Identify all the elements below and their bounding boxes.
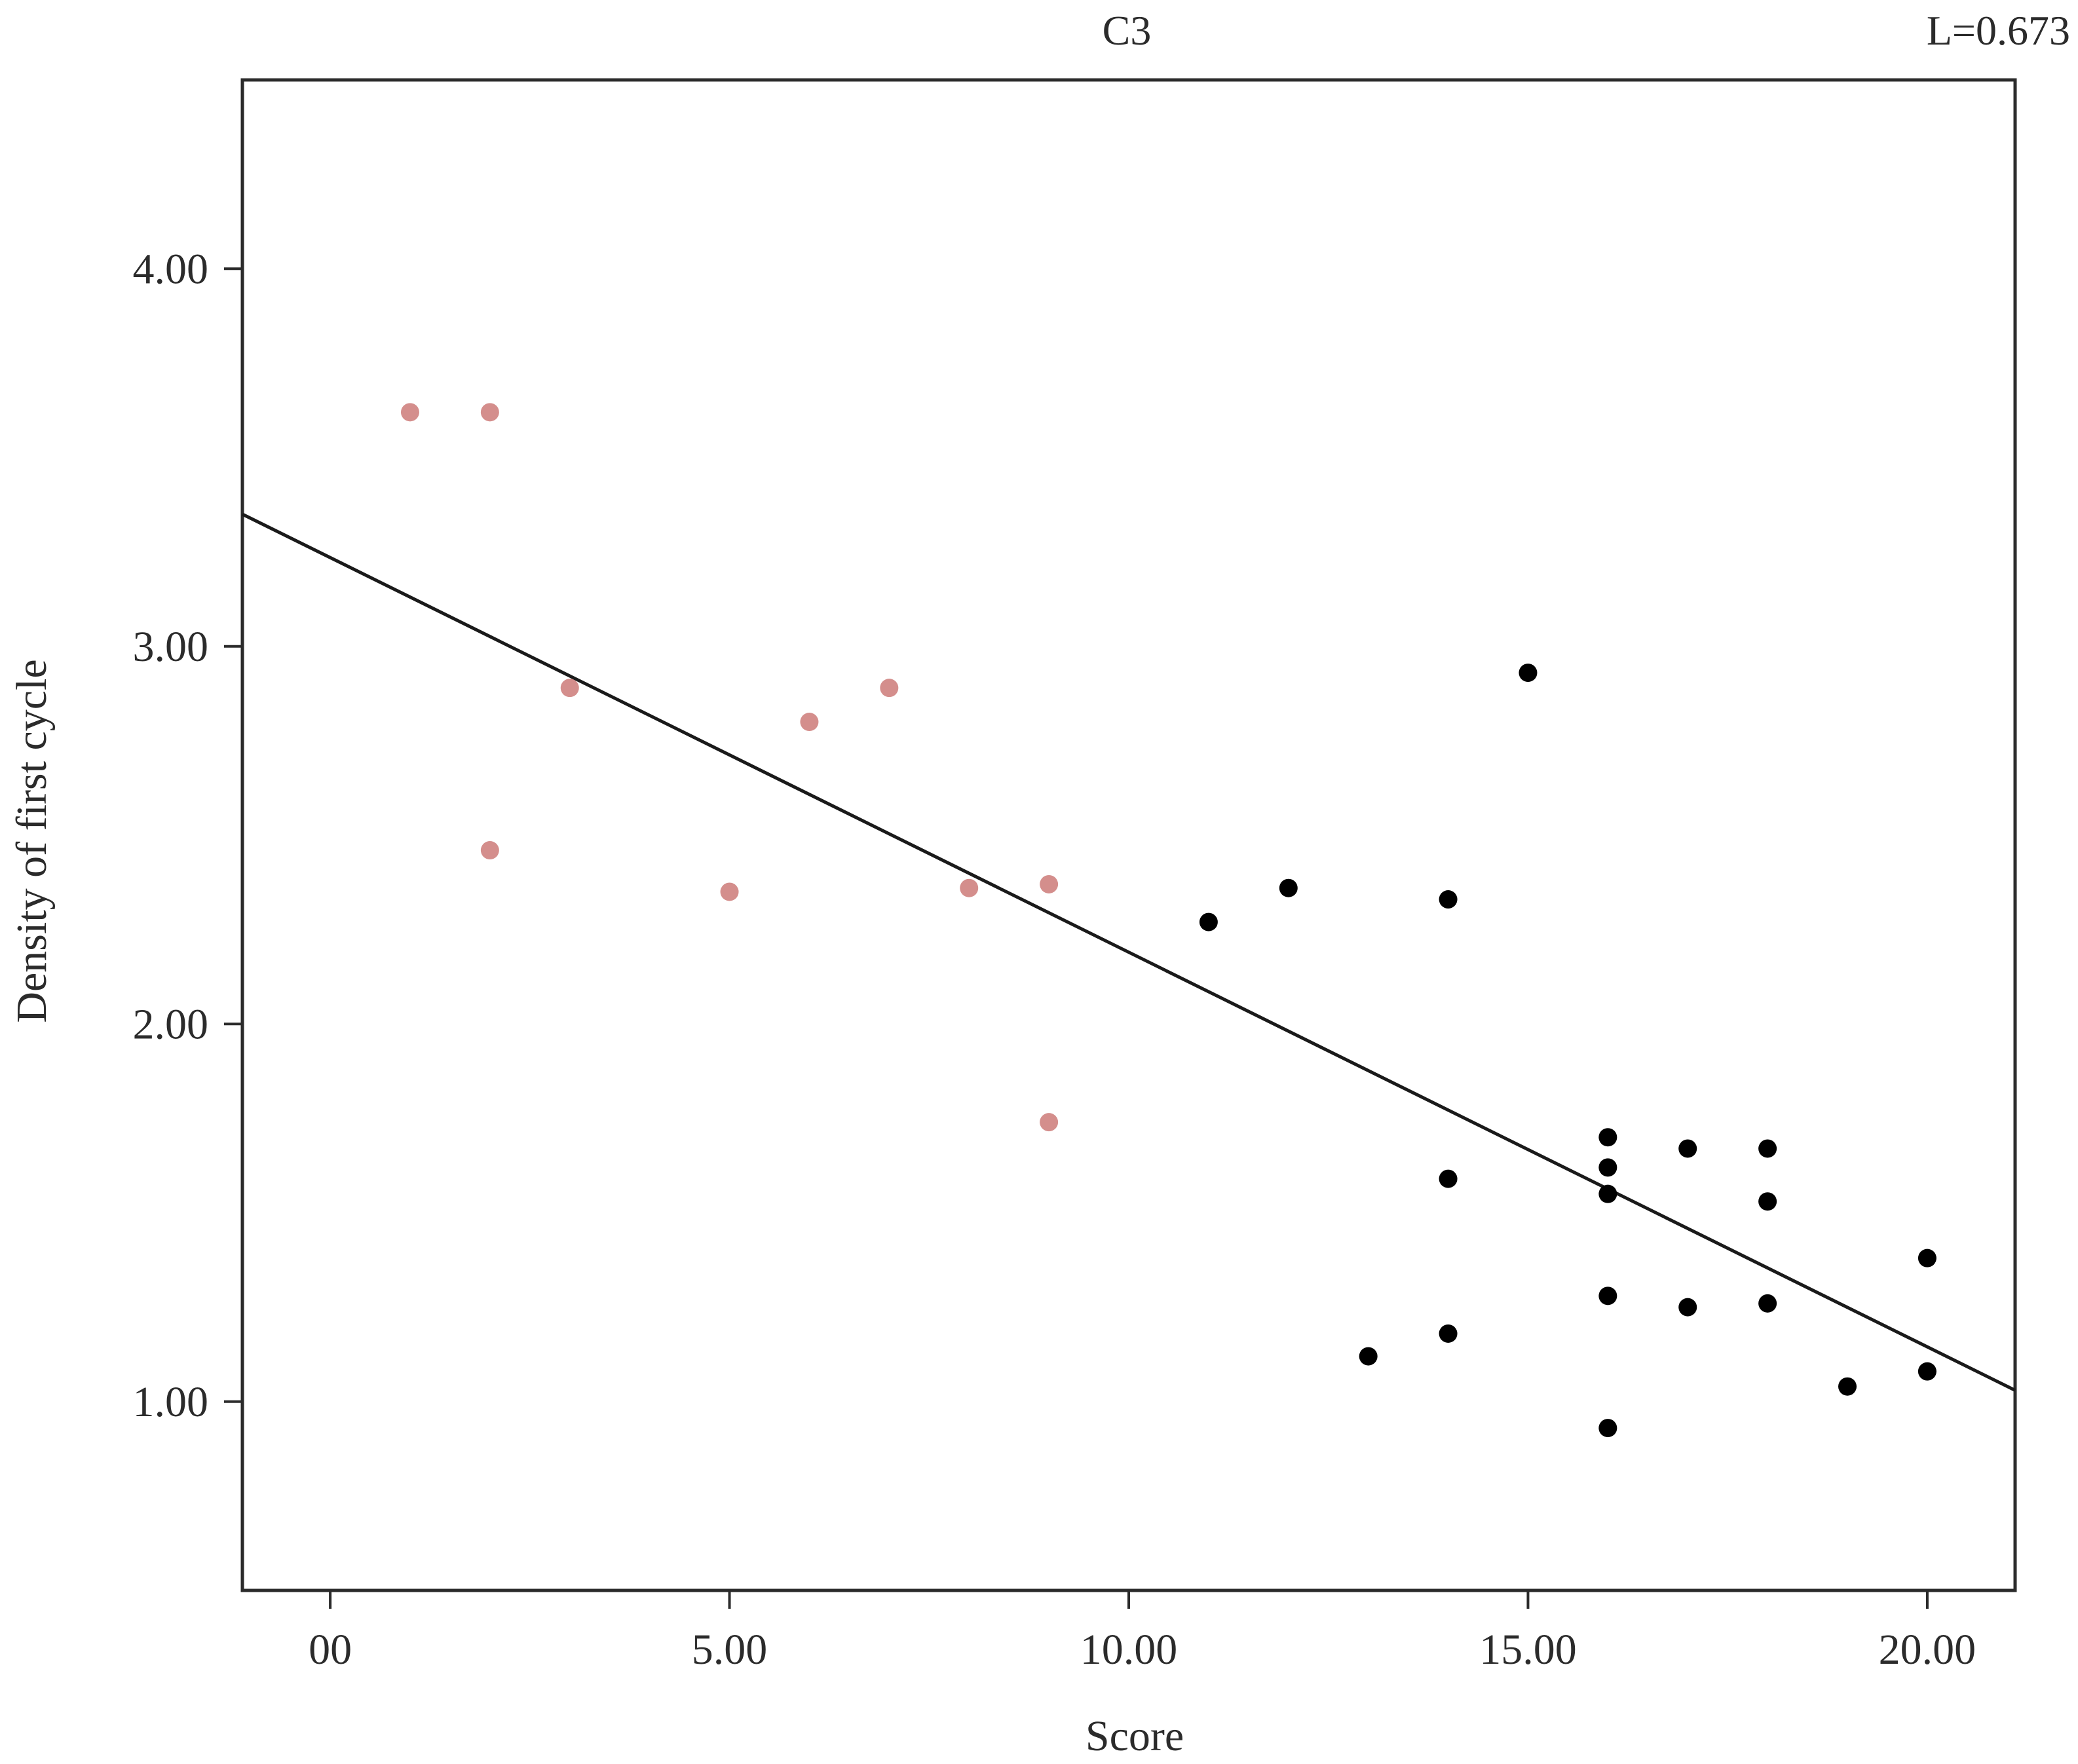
data-point-black bbox=[1598, 1158, 1617, 1177]
chart-title: C3 bbox=[1103, 7, 1152, 54]
data-point-black bbox=[1598, 1419, 1617, 1438]
y-tick-label: 1.00 bbox=[133, 1378, 209, 1426]
data-point-black bbox=[1598, 1286, 1617, 1305]
x-tick-label: 5.00 bbox=[692, 1626, 768, 1674]
x-tick-label: 15.00 bbox=[1479, 1626, 1577, 1674]
data-point-black bbox=[1598, 1128, 1617, 1147]
data-point-black bbox=[1758, 1294, 1777, 1313]
plot-frame bbox=[240, 78, 2017, 1592]
chart-annotation: L=0.673 bbox=[1927, 7, 2070, 54]
x-axis-label: Score bbox=[1086, 1712, 1184, 1760]
data-point-pink bbox=[400, 403, 419, 422]
x-tick-label: 20.00 bbox=[1879, 1626, 1976, 1674]
data-point-black bbox=[1279, 878, 1298, 897]
data-point-pink bbox=[960, 878, 979, 897]
data-point-pink bbox=[1040, 1113, 1059, 1132]
data-point-pink bbox=[1040, 874, 1059, 893]
data-point-black bbox=[1199, 912, 1218, 931]
data-point-pink bbox=[560, 679, 579, 698]
data-point-black bbox=[1439, 1324, 1458, 1343]
x-tick-label: 00 bbox=[309, 1626, 352, 1674]
data-point-pink bbox=[880, 679, 899, 698]
data-point-pink bbox=[720, 882, 739, 901]
x-tick-label: 10.00 bbox=[1080, 1626, 1178, 1674]
data-point-black bbox=[1838, 1377, 1857, 1396]
data-point-pink bbox=[480, 841, 499, 860]
y-tick-label: 3.00 bbox=[133, 623, 209, 671]
data-point-black bbox=[1519, 664, 1538, 683]
data-point-pink bbox=[480, 403, 499, 422]
data-point-black bbox=[1917, 1248, 1936, 1267]
data-point-black bbox=[1359, 1347, 1378, 1366]
data-point-black bbox=[1758, 1192, 1777, 1211]
data-point-black bbox=[1678, 1139, 1697, 1158]
data-point-pink bbox=[800, 713, 819, 732]
y-tick-label: 2.00 bbox=[133, 1000, 209, 1048]
y-tick-label: 4.00 bbox=[133, 245, 209, 293]
data-point-black bbox=[1758, 1139, 1777, 1158]
data-point-black bbox=[1917, 1362, 1936, 1381]
data-point-black bbox=[1598, 1184, 1617, 1203]
y-axis-label: Density of first cycle bbox=[8, 659, 56, 1023]
data-point-black bbox=[1439, 890, 1458, 909]
plot-area: 00 5.00 10.00 15.00 20.00 1.00 2.00 3.00 4.00 bbox=[133, 78, 2017, 1674]
fit-line bbox=[241, 512, 2016, 1392]
data-point-black bbox=[1678, 1298, 1697, 1317]
data-point-black bbox=[1439, 1169, 1458, 1188]
